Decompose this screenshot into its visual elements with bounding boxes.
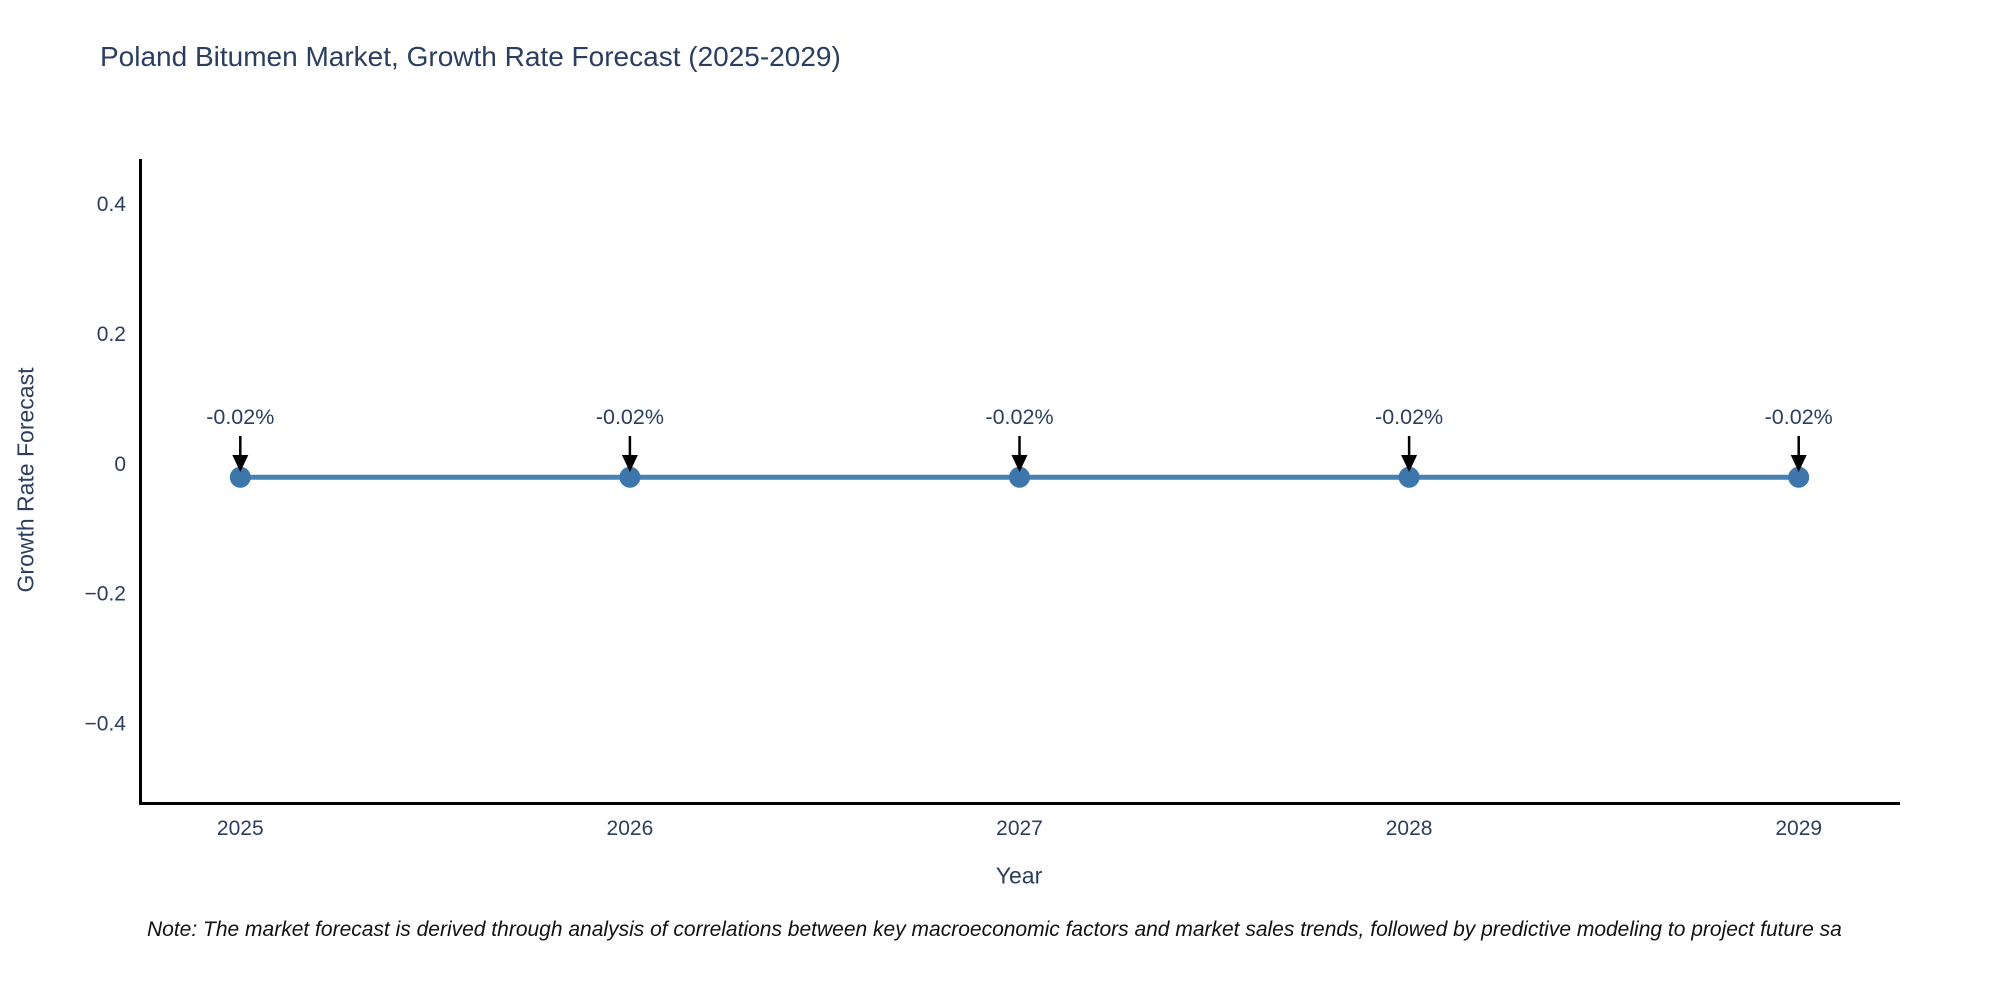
- data-point-marker-2025: [229, 466, 251, 488]
- annotation-label: -0.02%: [985, 405, 1053, 429]
- x-tick-label: 2026: [607, 817, 654, 840]
- y-tick-label: −0.4: [85, 713, 127, 736]
- annotation-arrowhead: [1790, 455, 1807, 472]
- annotation-label: -0.02%: [1765, 405, 1833, 429]
- y-tick-label: 0.2: [97, 323, 126, 346]
- chart-title: Poland Bitumen Market, Growth Rate Forec…: [100, 41, 841, 72]
- y-axis-title: Growth Rate Forecast: [12, 367, 39, 593]
- annotation-label: -0.02%: [206, 405, 274, 429]
- x-tick-label: 2029: [1775, 817, 1822, 840]
- annotation-arrowhead: [621, 455, 638, 472]
- annotation-label: -0.02%: [1375, 405, 1443, 429]
- data-point-marker-2027: [1009, 466, 1030, 488]
- x-tick-label: 2027: [996, 817, 1043, 840]
- data-point-marker-2029: [1788, 466, 1810, 488]
- annotation-arrowhead: [232, 455, 249, 472]
- data-point-marker-2028: [1398, 466, 1420, 488]
- x-tick-label: 2025: [217, 817, 264, 840]
- x-axis-title: Year: [995, 862, 1043, 889]
- data-point-marker-2026: [619, 466, 641, 488]
- y-tick-label: 0.4: [97, 193, 127, 216]
- y-tick-label: 0: [114, 453, 126, 476]
- y-tick-label: −0.2: [85, 583, 126, 606]
- x-tick-label: 2028: [1386, 817, 1433, 840]
- footnote-text: Note: The market forecast is derived thr…: [147, 918, 1842, 941]
- annotation-arrowhead: [1011, 455, 1028, 472]
- annotation-arrowhead: [1401, 455, 1418, 472]
- annotation-label: -0.02%: [596, 405, 664, 429]
